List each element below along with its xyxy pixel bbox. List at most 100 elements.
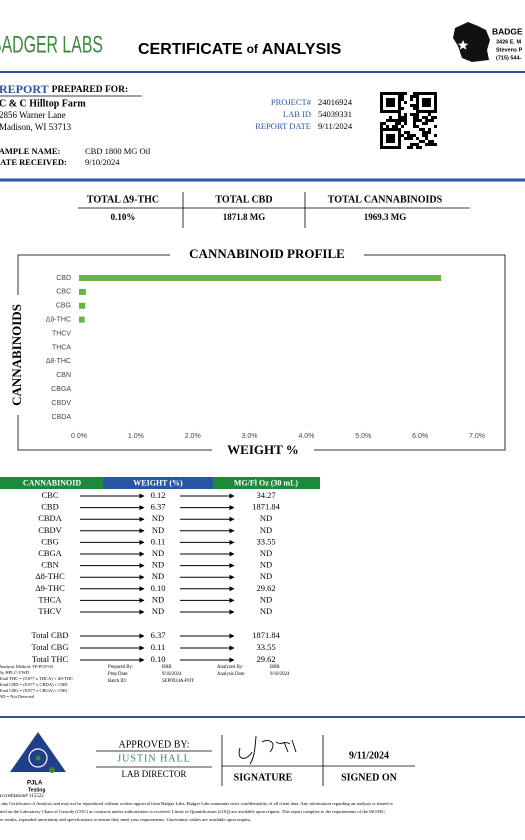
state-map bbox=[453, 22, 490, 62]
qr-module bbox=[389, 116, 392, 119]
qr-module bbox=[422, 101, 425, 104]
concentration: ND bbox=[260, 548, 272, 558]
qr-module bbox=[389, 92, 392, 95]
qr-module bbox=[398, 146, 401, 149]
prepared-for: PREPARED FOR: bbox=[52, 85, 129, 95]
analyte: CBC bbox=[41, 490, 58, 500]
qr-module bbox=[398, 119, 401, 122]
qr-module bbox=[413, 116, 416, 119]
qr-module bbox=[398, 143, 401, 146]
qr-module bbox=[386, 140, 389, 143]
qr-module bbox=[413, 113, 416, 116]
analyte: CBG bbox=[41, 536, 58, 546]
bar bbox=[79, 316, 85, 323]
qr-module bbox=[386, 134, 389, 137]
qr-module bbox=[410, 143, 413, 146]
pjla-dot bbox=[35, 755, 41, 761]
qr-module bbox=[398, 128, 401, 131]
qr-module bbox=[428, 101, 431, 104]
qr-module bbox=[395, 92, 398, 95]
qr-module bbox=[389, 146, 392, 149]
summary-value: 1871.8 MG bbox=[223, 212, 266, 222]
summary-value: 1969.3 MG bbox=[364, 212, 407, 222]
qr-module bbox=[401, 92, 404, 95]
qr-module bbox=[401, 98, 404, 101]
qr-module bbox=[422, 110, 425, 113]
y-tick-label: CBD bbox=[56, 275, 71, 282]
y-tick-label: Δ9-THC bbox=[46, 317, 71, 324]
qr-module bbox=[380, 98, 383, 101]
qr-module bbox=[404, 113, 407, 116]
qr-module bbox=[380, 143, 383, 146]
qr-module bbox=[398, 92, 401, 95]
analyte: CBGA bbox=[38, 548, 62, 558]
qr-module bbox=[413, 143, 416, 146]
qr-module bbox=[404, 92, 407, 95]
qr-module bbox=[398, 98, 401, 101]
qr-module bbox=[380, 125, 383, 128]
y-tick-label: THCA bbox=[52, 344, 71, 351]
qr-module bbox=[392, 128, 395, 131]
prep-label: Prep Date: bbox=[108, 672, 128, 677]
qr-module bbox=[380, 140, 383, 143]
qr-module bbox=[383, 110, 386, 113]
qr-module bbox=[404, 116, 407, 119]
pjla-dot bbox=[49, 767, 55, 773]
method-note: Total THC = (0.877 x THCA) + Δ9-THC bbox=[0, 676, 73, 681]
qr-module bbox=[386, 125, 389, 128]
doc-title: CERTIFICATE of ANALYSIS bbox=[138, 41, 342, 58]
method-note: ND = Not Detected bbox=[0, 694, 35, 699]
qr-module bbox=[401, 95, 404, 98]
qr-module bbox=[422, 128, 425, 131]
signed-date: 9/11/2024 bbox=[349, 750, 389, 761]
analyte: CBDV bbox=[38, 525, 62, 535]
qr-module bbox=[392, 137, 395, 140]
company-name: BADGE bbox=[492, 26, 523, 36]
qr-module bbox=[398, 134, 401, 137]
qr-module bbox=[434, 110, 437, 113]
qr-module bbox=[398, 122, 401, 125]
analyte: CBN bbox=[41, 560, 58, 570]
signature-label: SIGNATURE bbox=[234, 772, 293, 783]
concentration: 1871.84 bbox=[252, 502, 280, 512]
qr-module bbox=[386, 119, 389, 122]
qr-module bbox=[398, 95, 401, 98]
x-axis-label: WEIGHT % bbox=[227, 442, 299, 457]
info-label: PROJECT# bbox=[271, 97, 312, 107]
qr-module bbox=[404, 131, 407, 134]
weight: 0.10 bbox=[151, 583, 166, 593]
qr-module bbox=[404, 122, 407, 125]
info-label: REPORT DATE bbox=[255, 121, 311, 131]
disclaimer: ated on the Laboratory Chain of Custody … bbox=[0, 809, 385, 814]
pjla-label: PJLA bbox=[27, 781, 43, 787]
info-value: 9/11/2024 bbox=[318, 121, 353, 131]
prep-label: Prepared By: bbox=[108, 665, 133, 670]
qr-module bbox=[434, 143, 437, 146]
qr-module bbox=[407, 131, 410, 134]
qr-module bbox=[413, 134, 416, 137]
approver-name: JUSTIN HALL bbox=[117, 753, 191, 764]
x-tick-label: 6.0% bbox=[412, 433, 428, 440]
info-value: 24016924 bbox=[318, 97, 353, 107]
qr-module bbox=[410, 134, 413, 137]
qr-module bbox=[392, 101, 395, 104]
qr-module bbox=[383, 146, 386, 149]
title-mask bbox=[170, 248, 364, 262]
qr-module bbox=[422, 104, 425, 107]
qr-module bbox=[434, 98, 437, 101]
qr-module bbox=[398, 110, 401, 113]
y-tick-label: CBDA bbox=[52, 414, 72, 421]
weight: ND bbox=[152, 571, 164, 581]
qr-module bbox=[416, 92, 419, 95]
qr-module bbox=[395, 146, 398, 149]
qr-module bbox=[383, 122, 386, 125]
concentration: ND bbox=[260, 525, 272, 535]
qr-module bbox=[392, 98, 395, 101]
qr-module bbox=[410, 137, 413, 140]
info-value: 54039331 bbox=[318, 109, 352, 119]
qr-module bbox=[389, 104, 392, 107]
qr-module bbox=[413, 119, 416, 122]
qr-module bbox=[401, 116, 404, 119]
company-address: 3426 E. M bbox=[496, 39, 521, 45]
